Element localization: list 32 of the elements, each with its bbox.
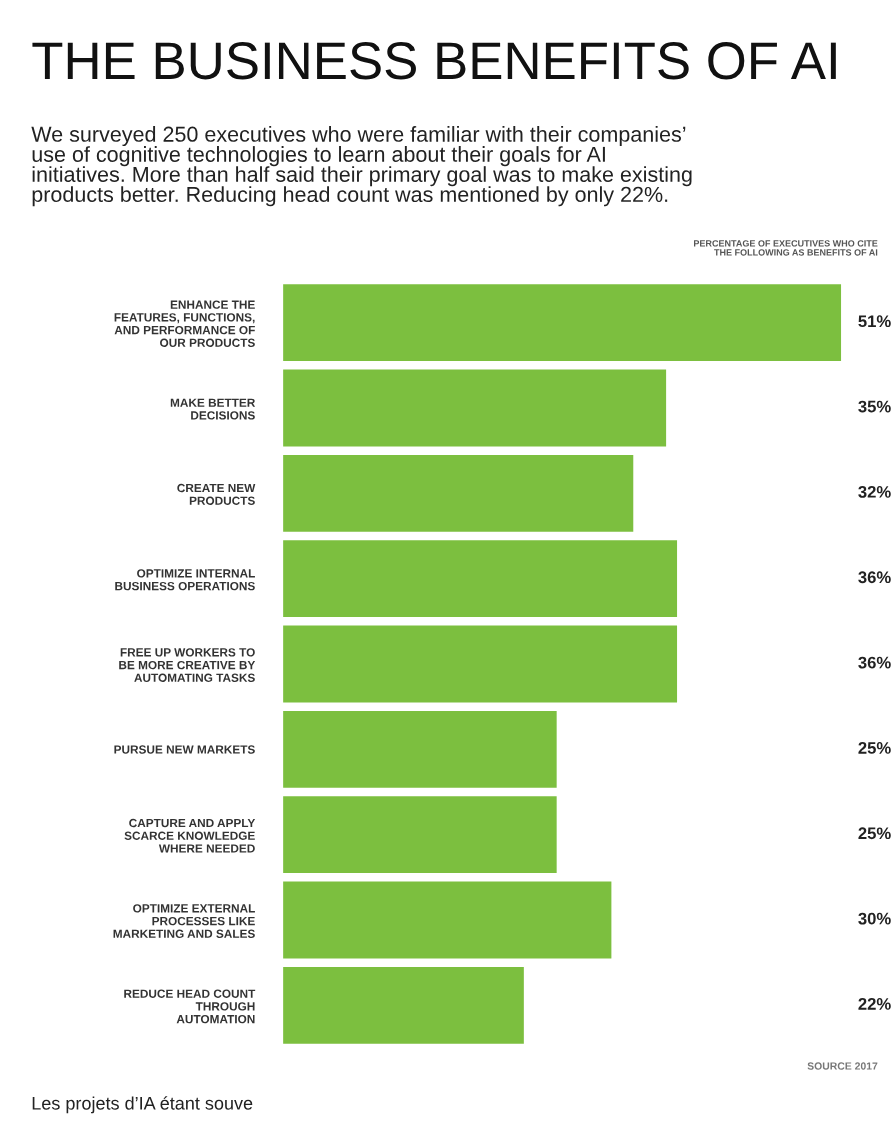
data-label: 32% xyxy=(858,485,891,498)
data-label: 51% xyxy=(858,315,891,328)
data-label: 25% xyxy=(858,827,891,840)
bar xyxy=(283,369,667,447)
text: Les projets d’IA étant souve xyxy=(32,1096,253,1114)
data-label: 36% xyxy=(858,571,891,584)
bar xyxy=(283,284,842,362)
chart-title: THE BUSINESS BENEFITS OF AI xyxy=(32,42,836,80)
chart-subtitle: We surveyed 250 executives who were familiar with their companies’ use of cognitive technologies to learn about their goals for AI initiatives. More than half said their primary goal was to make existing products better. Reducing head count was mentioned by only 22%. xyxy=(31,126,692,207)
x-axis-title: PERCENTAGE OF EXECUTIVES WHO CITE THE FOLLOWING AS BENEFITS OF AI xyxy=(694,240,878,256)
y-tick-label: FREE UP WORKERS TO BE MORE CREATIVE BY AUTOMATING TASKS xyxy=(119,648,256,682)
y-tick-label: CREATE NEW PRODUCTS xyxy=(177,483,256,505)
bar xyxy=(283,796,557,874)
y-tick-label: PURSUE NEW MARKETS xyxy=(114,745,255,754)
source-note: SOURCE 2017 xyxy=(807,1062,878,1070)
data-label: 25% xyxy=(858,742,891,754)
y-tick-label: CAPTURE AND APPLY SCARCE KNOWLEDGE WHERE NEEDED xyxy=(124,818,256,853)
y-tick-label: REDUCE HEAD COUNT THROUGH AUTOMATION xyxy=(124,989,256,1024)
bar xyxy=(283,881,612,959)
data-label: 22% xyxy=(858,998,891,1010)
data-label: 35% xyxy=(858,400,891,413)
bar xyxy=(283,966,524,1044)
y-tick-label: OPTIMIZE INTERNAL BUSINESS OPERATIONS xyxy=(115,569,255,591)
data-label: 30% xyxy=(858,912,891,925)
y-tick-label: ENHANCE THE FEATURES, FUNCTIONS, AND PERFORMANCE OF OUR PRODUCTS xyxy=(114,300,255,347)
bar xyxy=(283,540,678,618)
data-label: 36% xyxy=(858,656,891,669)
bar xyxy=(283,454,634,532)
bar xyxy=(283,625,678,703)
bar xyxy=(283,710,557,788)
y-tick-label: OPTIMIZE EXTERNAL PROCESSES LIKE MARKETING AND SALES xyxy=(113,904,255,938)
y-tick-label: MAKE BETTER DECISIONS xyxy=(170,398,256,420)
